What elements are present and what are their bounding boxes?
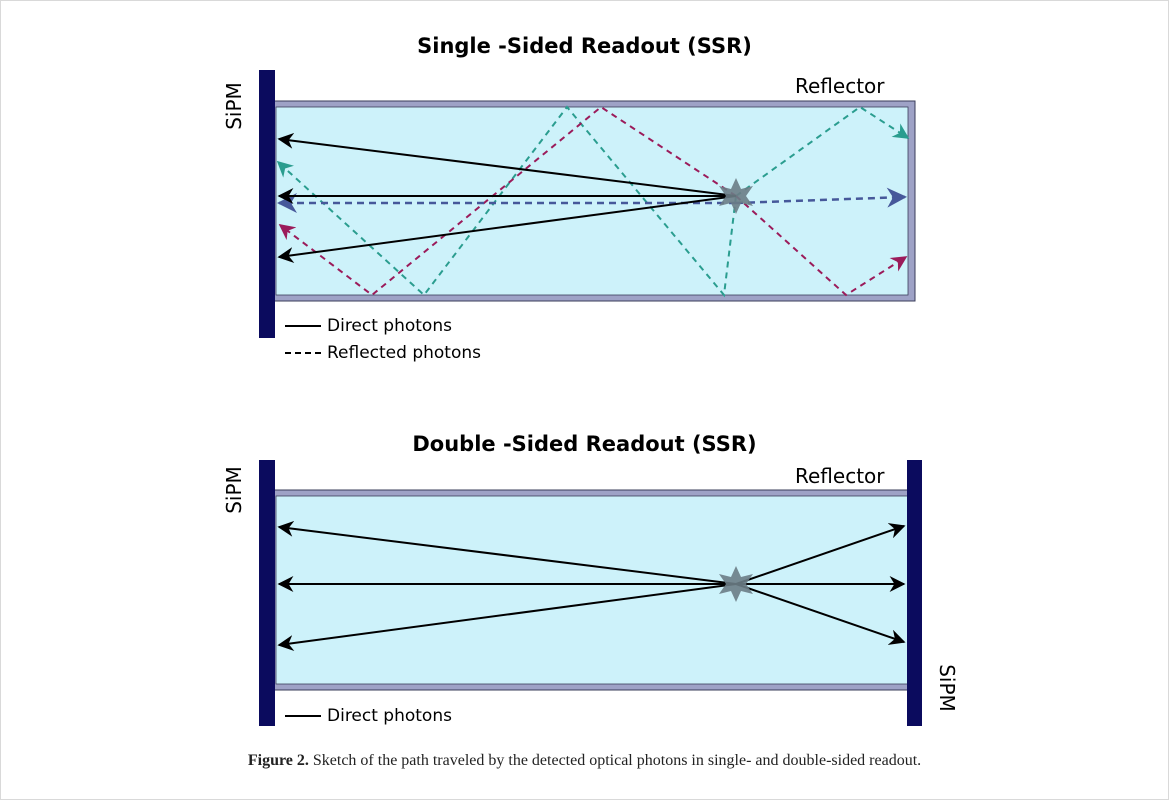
ssr-legend-direct: Direct photons [285, 316, 452, 336]
ssr-legend-direct-label: Direct photons [327, 316, 452, 336]
ssr-direct-lower [277, 195, 737, 264]
caption-label: Figure 2. [247, 752, 309, 769]
ssr-magenta-reflected-right [735, 195, 908, 297]
dashed-line-swatch [285, 352, 321, 354]
dsr-direct-left-upper [277, 520, 737, 585]
dsr-sipm-left [259, 460, 275, 726]
ssr-teal-reflected-left [276, 105, 737, 298]
solid-line-swatch [285, 715, 321, 717]
ssr-teal-reflected-right [735, 105, 910, 197]
ssr-sipm [259, 70, 275, 338]
dsr-direct-right-upper [735, 523, 906, 585]
dsr-sipm-right [907, 460, 922, 726]
dsr-interaction-star [719, 566, 753, 602]
dsr-legend-direct-label: Direct photons [327, 706, 452, 726]
dsr-legend-direct: Direct photons [285, 706, 452, 726]
ssr-direct-upper [277, 132, 737, 197]
dsr-direct-right-lower [735, 583, 906, 645]
ssr-title: Single -Sided Readout (SSR) [417, 34, 752, 58]
dsr-crystal [275, 495, 909, 685]
dsr-panel [259, 460, 922, 726]
dsr-direct-left-lower [277, 583, 737, 652]
ssr-reflector-label: Reflector [795, 74, 885, 98]
ssr-panel [259, 70, 916, 338]
ssr-legend-reflected-label: Reflected photons [327, 343, 482, 363]
ssr-legend-reflected: Reflected photons [285, 343, 481, 363]
figure-caption: Figure 2. Sketch of the path traveled by… [0, 752, 1169, 770]
ssr-magenta-reflected-left [278, 105, 737, 297]
solid-line-swatch [285, 325, 321, 327]
caption-text: Sketch of the path traveled by the detec… [308, 752, 922, 769]
dsr-reflector-label: Reflector [795, 464, 885, 488]
dsr-title: Double -Sided Readout (SSR) [412, 432, 757, 456]
ssr-blue-reflected-right [735, 187, 907, 208]
ssr-interaction-star [719, 178, 753, 214]
